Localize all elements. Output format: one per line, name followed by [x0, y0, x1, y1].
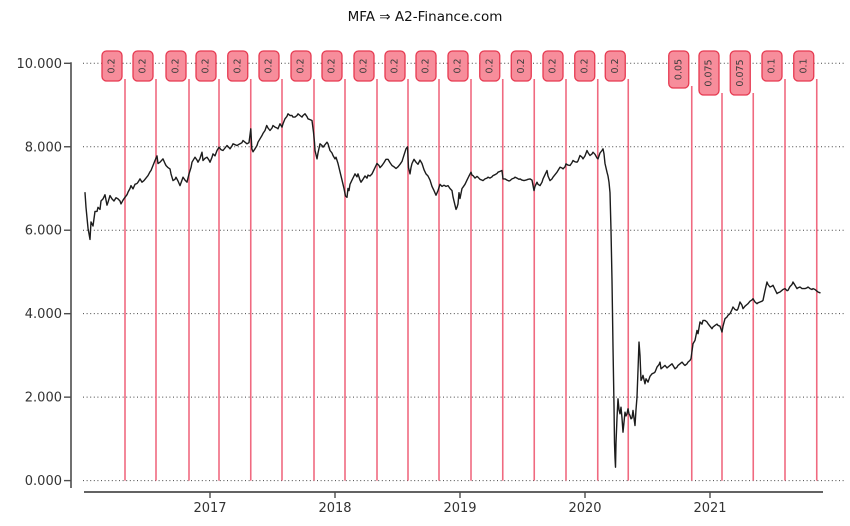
- dividend-amount-label: 0.05: [673, 59, 684, 80]
- dividend-amount-label: 0.075: [735, 59, 746, 86]
- dividend-badge: [227, 50, 249, 82]
- dividend-amount-label: 0.2: [359, 58, 370, 73]
- y-axis-tick-label: 10.000: [17, 57, 63, 72]
- dividend-amount-label: 0.075: [704, 59, 715, 86]
- x-axis-tick-label: 2021: [693, 501, 726, 516]
- dividend-amount-label: 0.2: [548, 58, 559, 73]
- dividend-badge: [290, 50, 312, 82]
- dividend-amount-label: 0.2: [296, 58, 307, 73]
- dividend-badge: [353, 50, 375, 82]
- dividend-badge: [132, 50, 154, 82]
- dividend-amount-label: 0.2: [579, 58, 590, 73]
- dividend-amount-label: 0.2: [453, 58, 464, 73]
- dividend-amount-label: 0.2: [421, 58, 432, 73]
- dividend-badge: [668, 50, 690, 89]
- dividend-amount-label: 0.2: [201, 58, 212, 73]
- dividend-amount-label: 0.2: [516, 58, 527, 73]
- dividend-amount-label: 0.1: [767, 58, 778, 73]
- dividend-amount-label: 0.2: [171, 58, 182, 73]
- y-axis-tick-label: 8.000: [25, 140, 62, 155]
- dividend-badge: [574, 50, 596, 82]
- dividend-badge: [698, 50, 720, 96]
- price-line: [84, 113, 821, 468]
- dividend-amount-label: 0.2: [327, 58, 338, 73]
- y-axis-tick-label: 2.000: [25, 391, 62, 406]
- dividend-badge: [542, 50, 564, 82]
- chart-title: MFA ⇒ A2-Finance.com: [347, 9, 503, 25]
- dividend-amount-label: 0.2: [390, 58, 401, 73]
- dividend-badge: [415, 50, 437, 82]
- dividend-badge: [729, 50, 751, 96]
- dividend-amount-label: 0.2: [138, 58, 149, 73]
- dividend-badge: [447, 50, 469, 82]
- x-axis-tick-label: 2020: [568, 501, 601, 516]
- dividend-badge: [761, 50, 783, 82]
- y-axis-tick-label: 4.000: [25, 307, 62, 322]
- dividend-amount-label: 0.2: [232, 58, 243, 73]
- dividend-amount-label: 0.1: [798, 58, 809, 73]
- dividend-badge: [321, 50, 343, 82]
- dividend-badge: [510, 50, 532, 82]
- x-axis-tick-label: 2018: [318, 501, 351, 516]
- y-axis-tick-label: 6.000: [25, 224, 62, 239]
- dividend-badge: [258, 50, 280, 82]
- y-axis-tick-label: 0.000: [25, 474, 62, 489]
- dividend-badge: [604, 50, 626, 82]
- dividend-amount-label: 0.2: [610, 58, 621, 73]
- x-axis-tick-label: 2017: [193, 501, 226, 516]
- dividend-badge: [384, 50, 406, 82]
- dividend-amount-label: 0.2: [484, 58, 495, 73]
- x-axis-tick-label: 2019: [443, 501, 476, 516]
- dividend-badge: [479, 50, 501, 82]
- dividend-badge: [165, 50, 187, 82]
- dividend-badge: [195, 50, 217, 82]
- dividend-amount-label: 0.2: [264, 58, 275, 73]
- dividend-amount-label: 0.2: [107, 58, 118, 73]
- dividend-badge: [793, 50, 815, 82]
- dividend-badge: [101, 50, 123, 82]
